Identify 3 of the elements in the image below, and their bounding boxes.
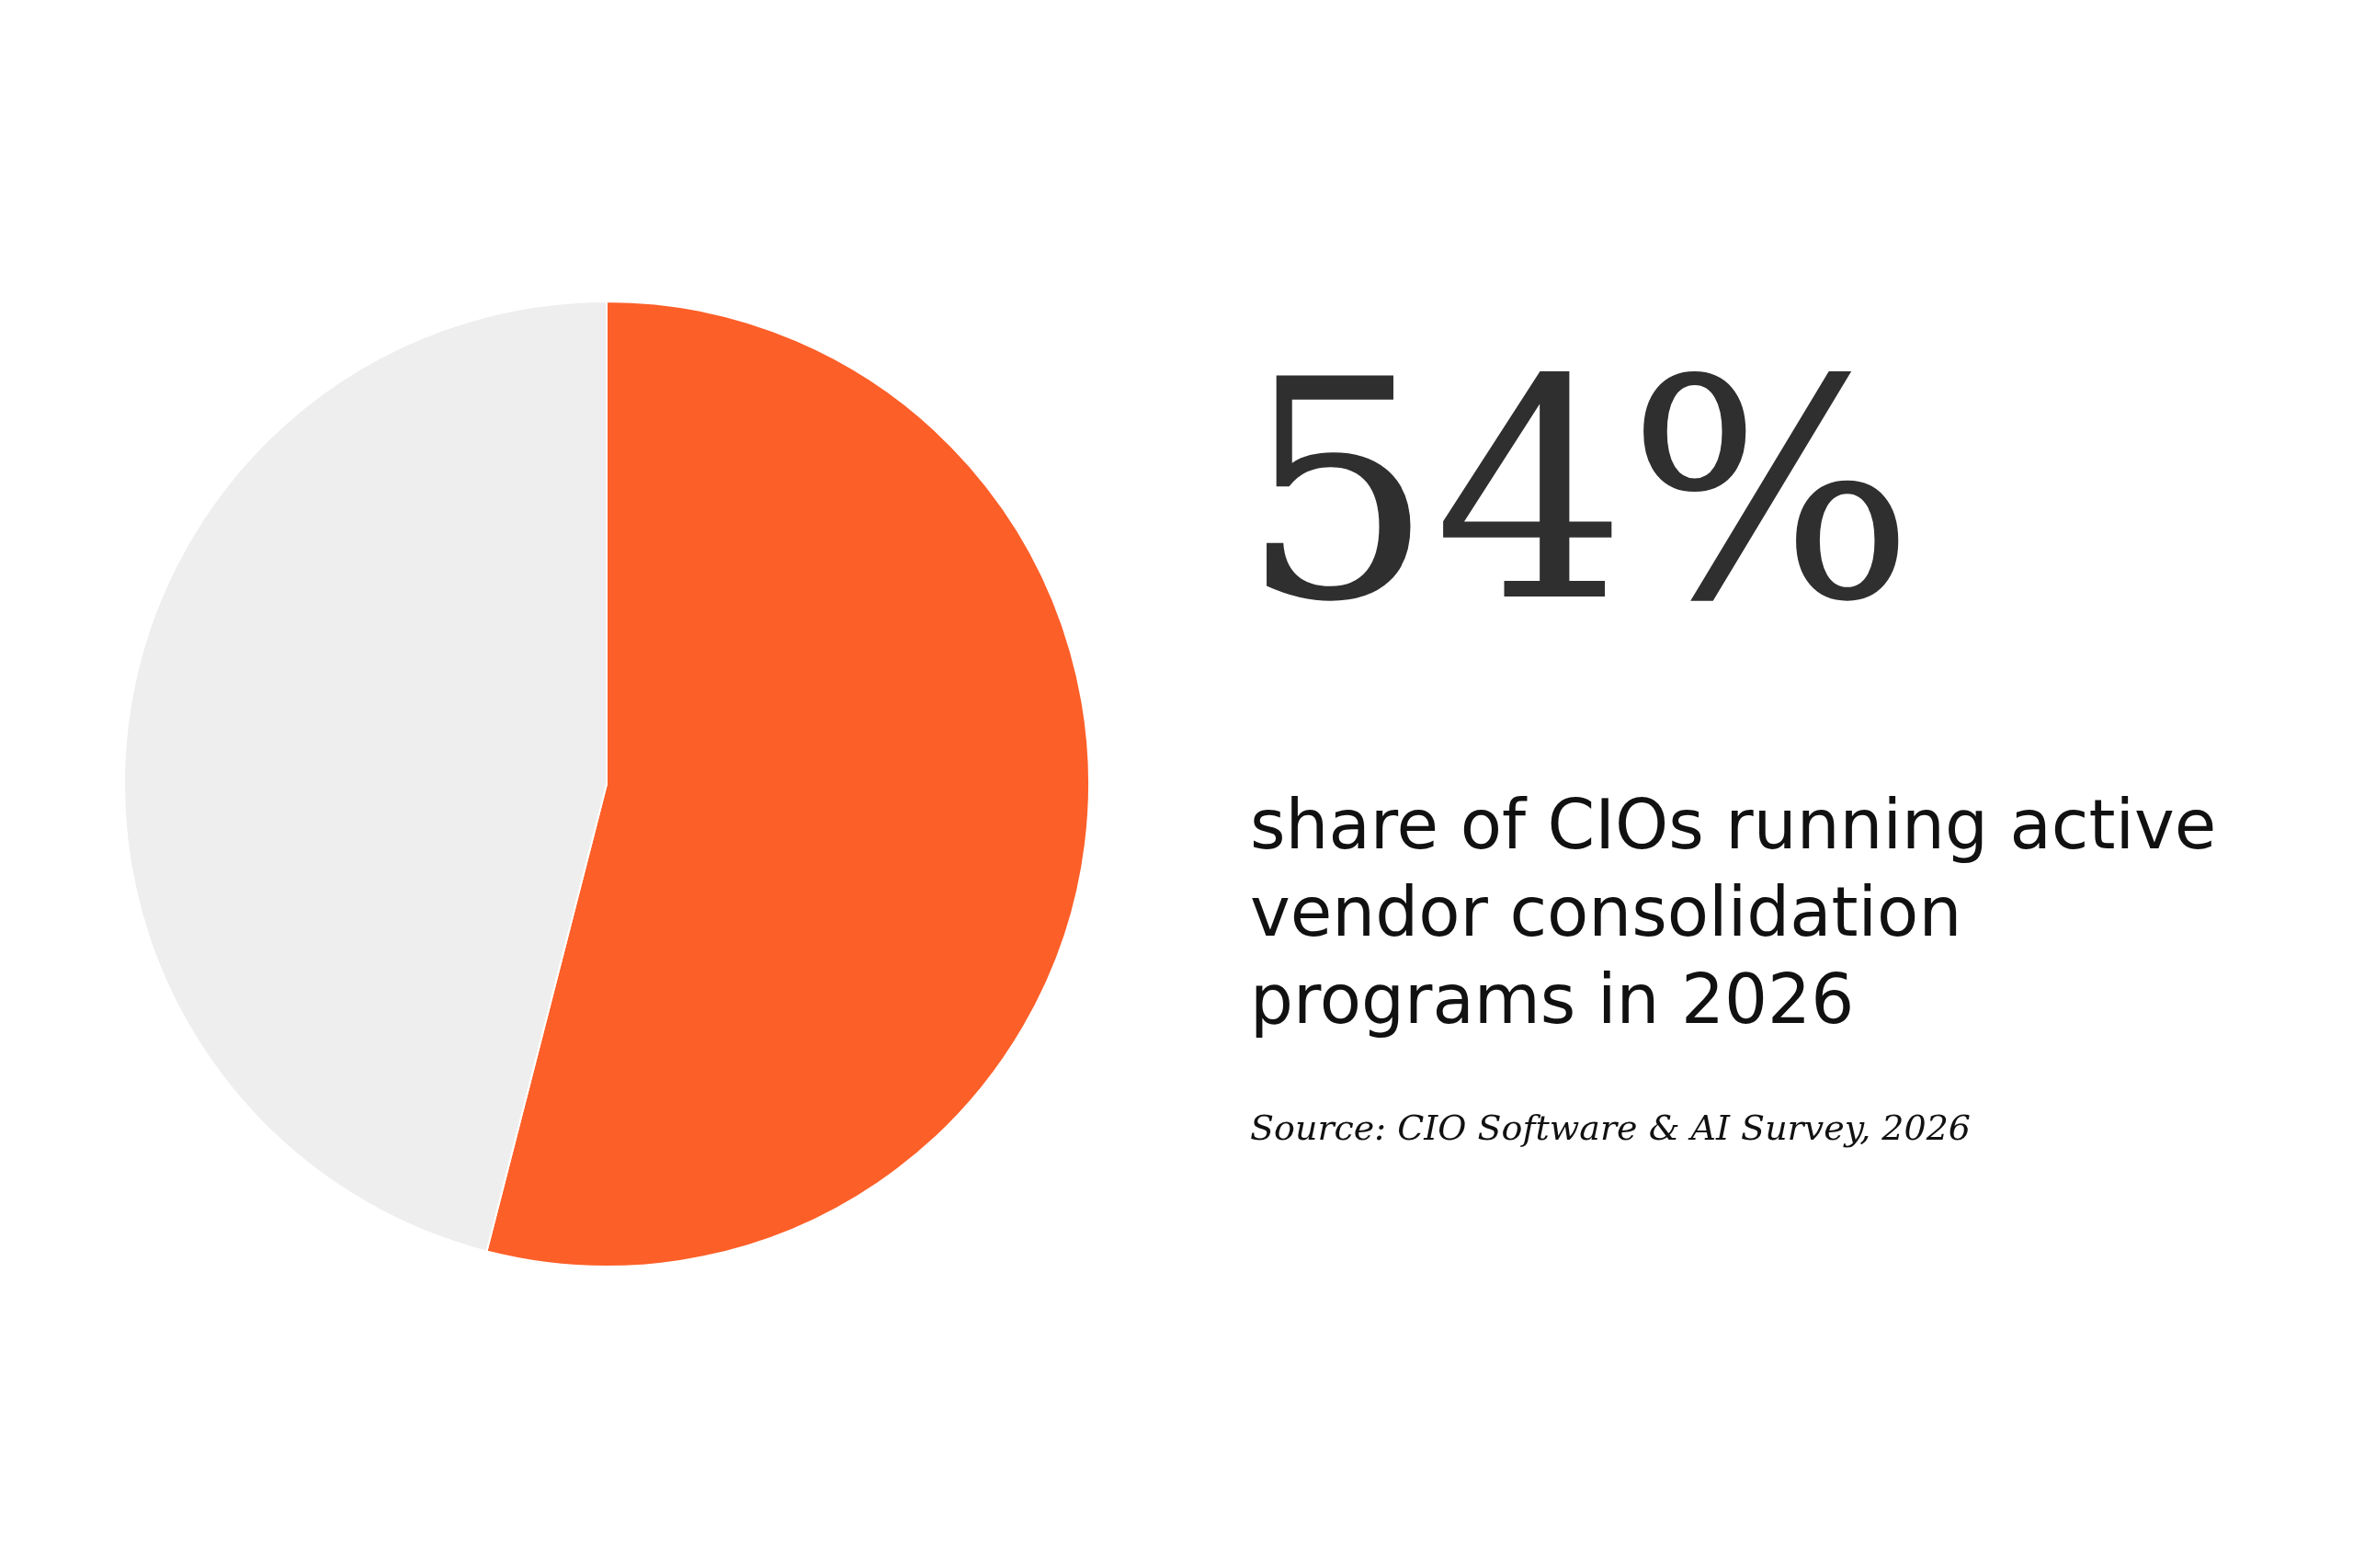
source-note: Source: CIO Software & AI Survey, 2026 xyxy=(1250,1108,1972,1148)
chart-title: 54% xyxy=(1241,315,1915,668)
text: share of CIOs running active vendor consolidation programs in 2026 xyxy=(1250,784,2218,1040)
